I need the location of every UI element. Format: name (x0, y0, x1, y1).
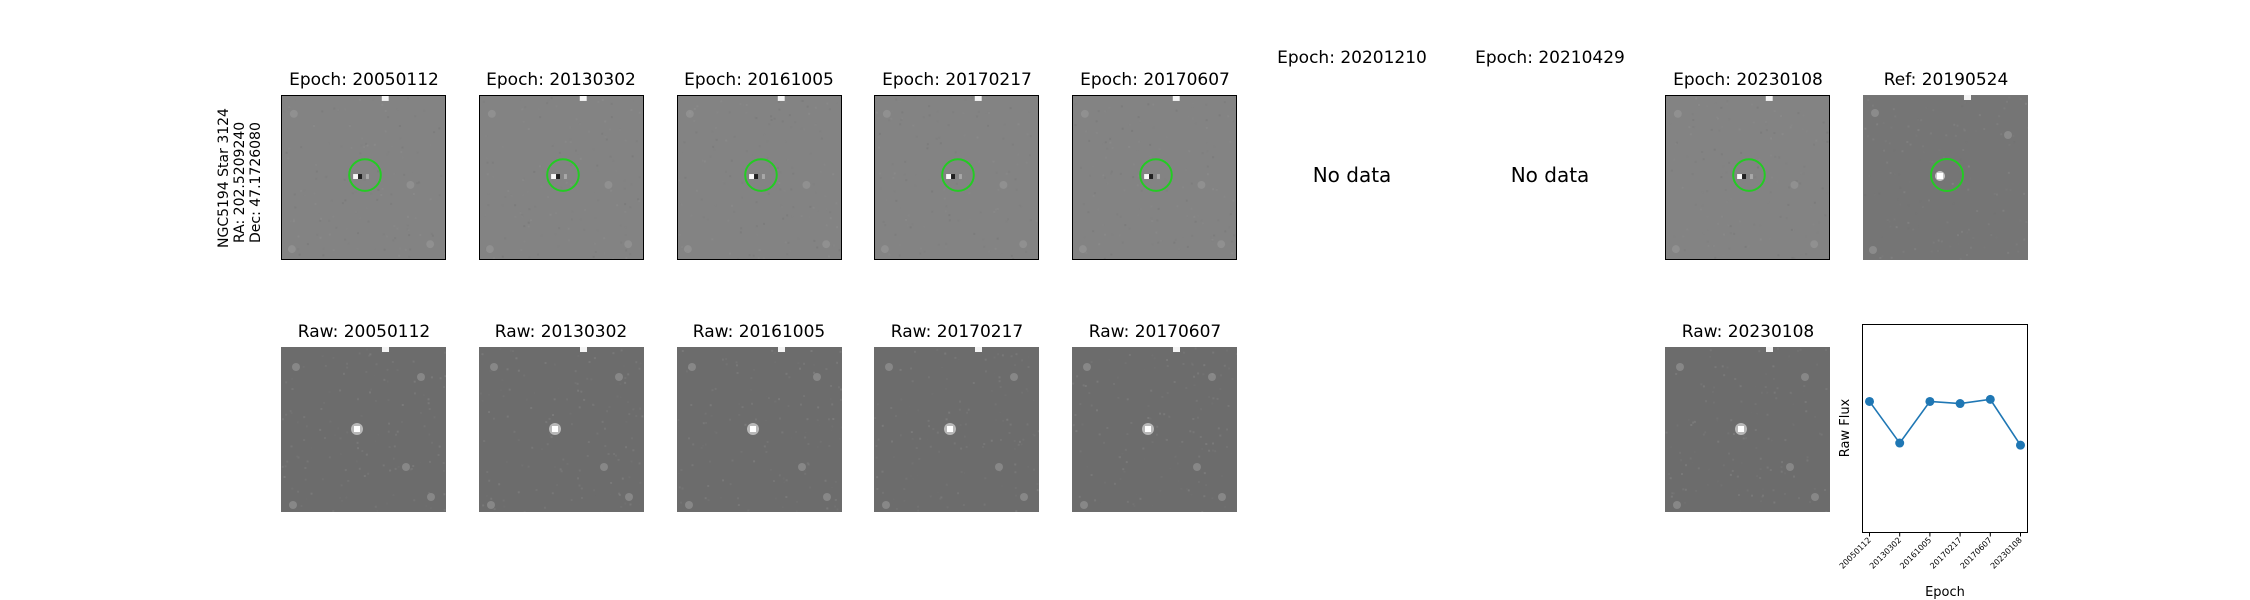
image-canvas (678, 96, 841, 259)
diff-title-2: Epoch: 20161005 (684, 70, 834, 90)
star-ra: RA: 202.5209240 (232, 121, 248, 243)
diff-title-6: Epoch: 20210429 (1475, 48, 1625, 68)
data-point (1865, 396, 1874, 406)
star-dec: Dec: 47.1726080 (248, 122, 264, 243)
star-name: NGC5194 Star 3124 (216, 108, 232, 248)
raw-title-4: Raw: 20170607 (1088, 322, 1222, 342)
diff-title-4: Epoch: 20170607 (1080, 70, 1230, 90)
data-point (1925, 396, 1935, 406)
series-line (1868, 398, 2022, 446)
raw-image-2 (677, 347, 842, 512)
flux-chart: Raw Flux Epoch 2005011220130302201610052… (1838, 324, 2028, 600)
image-canvas (875, 96, 1038, 259)
image-canvas (1666, 96, 1829, 259)
raw-title-2: Raw: 20161005 (692, 322, 826, 342)
data-point (1895, 438, 1905, 448)
data-point (1985, 394, 1995, 404)
raw-image-5 (1665, 347, 1830, 512)
image-canvas (1073, 96, 1236, 259)
raw-title-3: Raw: 20170217 (890, 322, 1024, 342)
diff-title-0: Epoch: 20050112 (289, 70, 439, 90)
raw-image-1 (479, 347, 644, 512)
image-canvas (1665, 347, 1830, 512)
diff-title-3: Epoch: 20170217 (882, 70, 1032, 90)
diff-image-7 (1665, 95, 1830, 260)
diff-title-5: Epoch: 20201210 (1277, 48, 1427, 68)
chart-xlabel: Epoch (1925, 585, 1965, 600)
image-canvas (282, 96, 445, 259)
image-canvas (281, 347, 446, 512)
diff-image-1 (479, 95, 644, 260)
raw-title-5: Raw: 20230108 (1681, 322, 1815, 342)
diff-image-4 (1072, 95, 1237, 260)
diff-title-1: Epoch: 20130302 (486, 70, 636, 90)
data-point (2016, 440, 2025, 450)
image-canvas (1863, 95, 2028, 260)
image-canvas (677, 347, 842, 512)
chart-ylabel: Raw Flux (1838, 398, 1853, 457)
x-tick-label: 20230108 (1989, 536, 2024, 571)
raw-title-1: Raw: 20130302 (494, 322, 628, 342)
x-tick-label: 20130302 (1868, 536, 1903, 571)
chart-marks: 2005011220130302201610052017021720170607… (1838, 394, 2025, 571)
data-point (1955, 399, 1965, 409)
raw-image-4 (1072, 347, 1237, 512)
x-tick-label: 20170607 (1959, 536, 1994, 571)
raw-title-0: Raw: 20050112 (297, 322, 431, 342)
image-canvas (1072, 347, 1237, 512)
diff-image-0 (281, 95, 446, 260)
star-info-label: NGC5194 Star 3124 RA: 202.5209240 Dec: 4… (216, 108, 264, 248)
image-canvas (480, 96, 643, 259)
x-tick-label: 20170217 (1928, 536, 1963, 571)
no-data-label-5: No data (1312, 163, 1392, 187)
image-canvas (479, 347, 644, 512)
diff-image-3 (874, 95, 1039, 260)
diff-image-2 (677, 95, 842, 260)
image-canvas (874, 347, 1039, 512)
raw-image-0 (281, 347, 446, 512)
chart-frame (1862, 324, 2028, 533)
raw-image-3 (874, 347, 1039, 512)
ref-image (1863, 95, 2028, 260)
ref-title: Ref: 20190524 (1883, 70, 2009, 90)
x-tick-label: 20161005 (1898, 536, 1933, 571)
no-data-label-6: No data (1510, 163, 1590, 187)
diff-title-7: Epoch: 20230108 (1673, 70, 1823, 90)
